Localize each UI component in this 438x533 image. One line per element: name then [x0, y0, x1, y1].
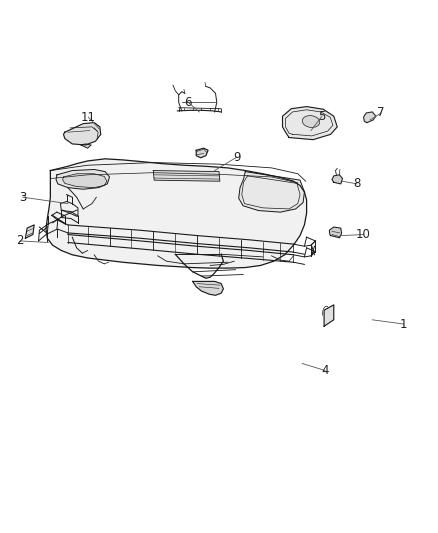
Text: 3: 3 [19, 191, 26, 204]
Polygon shape [56, 169, 110, 189]
Text: 6: 6 [184, 96, 192, 109]
Text: 1: 1 [400, 318, 408, 330]
Polygon shape [324, 305, 334, 326]
Polygon shape [329, 227, 342, 238]
Text: 9: 9 [233, 151, 240, 164]
Polygon shape [364, 112, 376, 123]
Polygon shape [283, 107, 337, 140]
Polygon shape [63, 174, 107, 188]
Polygon shape [64, 123, 101, 145]
Text: 8: 8 [353, 177, 360, 190]
Text: 11: 11 [81, 111, 96, 124]
Text: 5: 5 [318, 110, 325, 123]
Polygon shape [332, 175, 343, 184]
Text: 2: 2 [16, 235, 24, 247]
Text: 10: 10 [356, 228, 371, 241]
Polygon shape [153, 171, 220, 181]
Polygon shape [46, 159, 307, 268]
Polygon shape [25, 225, 34, 238]
Polygon shape [239, 172, 304, 212]
Ellipse shape [302, 116, 320, 127]
Polygon shape [196, 148, 208, 158]
Text: 4: 4 [321, 364, 329, 377]
Polygon shape [81, 144, 91, 148]
Text: 7: 7 [377, 107, 385, 119]
Polygon shape [193, 281, 223, 295]
